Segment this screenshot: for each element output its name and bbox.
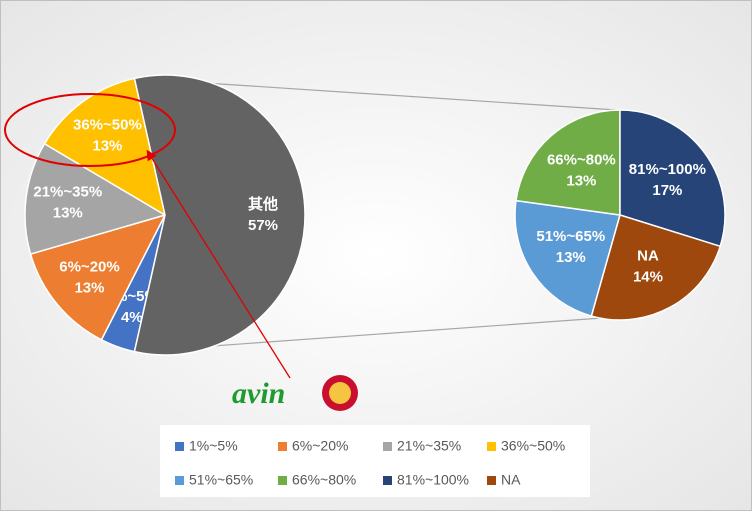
slice-category-label: 66%~80% <box>547 152 616 169</box>
legend-label: 21%~35% <box>397 438 461 454</box>
slice-value-label: 13% <box>74 279 104 296</box>
arrow <box>146 149 291 379</box>
slice-value-label: 14% <box>633 269 663 286</box>
slice-category-label: 6%~20% <box>59 258 119 275</box>
legend-swatch <box>383 476 392 485</box>
legend-label: 1%~5% <box>189 438 238 454</box>
legend-label: 6%~20% <box>292 438 348 454</box>
pie-slice <box>619 109 726 248</box>
legend-box <box>160 425 590 497</box>
pie-slice <box>29 213 167 341</box>
slice-value-label: 57% <box>248 217 278 234</box>
slice-value-label: 13% <box>53 205 83 222</box>
slice-category-label: 81%~100% <box>629 161 706 178</box>
legend-swatch <box>278 476 287 485</box>
highlight-ellipse <box>4 93 176 167</box>
legend-swatch <box>175 442 184 451</box>
legend-label: 66%~80% <box>292 472 356 488</box>
legend: 1%~5% 6%~20% 21%~35% 36%~50% 51%~65% 66%~80% 8… <box>175 438 565 488</box>
legend-swatch <box>487 442 496 451</box>
legend-swatch <box>175 476 184 485</box>
legend-swatch <box>487 476 496 485</box>
legend-swatch <box>278 442 287 451</box>
slice-category-label: NA <box>637 248 659 265</box>
slice-value-label: 13% <box>566 173 596 190</box>
pie-slice <box>514 199 621 317</box>
slice-category-label: 21%~35% <box>33 184 102 201</box>
legend-swatch <box>383 442 392 451</box>
pies: 1%~5%4%6%~20%13%21%~35%13%36%~50%13%其他57… <box>24 74 726 356</box>
logo-icon-inner <box>329 382 351 404</box>
slice-value-label: 17% <box>652 182 682 199</box>
pie-slice <box>515 109 621 216</box>
pie-slice <box>24 142 167 255</box>
legend-label: NA <box>501 472 521 488</box>
slice-value-label: 4% <box>121 309 143 326</box>
logo-text: avin <box>232 377 285 410</box>
legend-label: 36%~50% <box>501 438 565 454</box>
legend-label: 51%~65% <box>189 472 253 488</box>
pie-slice <box>590 214 722 321</box>
slice-category-label: 36%~50% <box>73 117 142 134</box>
legend-label: 81%~100% <box>397 472 469 488</box>
slice-value-label: 13% <box>92 138 122 155</box>
slice-category-label: 其他 <box>248 195 278 213</box>
slice-value-label: 13% <box>556 249 586 266</box>
slice-category-label: 51%~65% <box>536 228 605 245</box>
pie-slice <box>43 77 167 217</box>
pie-slice <box>133 74 306 356</box>
